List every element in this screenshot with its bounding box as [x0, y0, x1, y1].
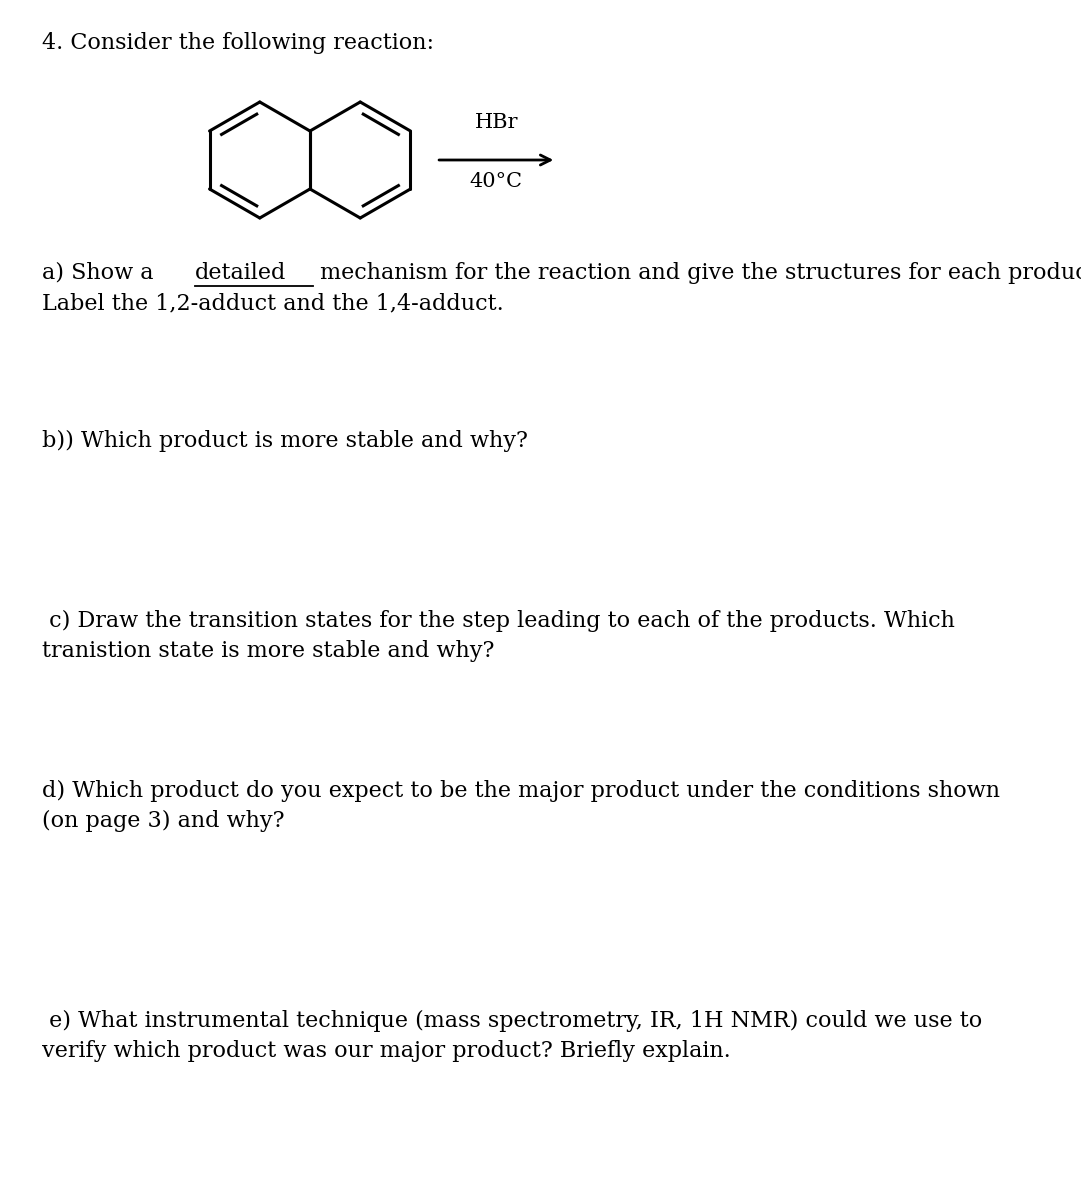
Text: a) Show a: a) Show a — [42, 262, 161, 284]
Text: Label the 1,2-adduct and the 1,4-adduct.: Label the 1,2-adduct and the 1,4-adduct. — [42, 292, 504, 314]
Text: d) Which product do you expect to be the major product under the conditions show: d) Which product do you expect to be the… — [42, 780, 1000, 802]
Text: 40°C: 40°C — [470, 172, 523, 191]
Text: detailed: detailed — [195, 262, 286, 284]
Text: tranistion state is more stable and why?: tranistion state is more stable and why? — [42, 640, 494, 662]
Text: c) Draw the transition states for the step leading to each of the products. Whic: c) Draw the transition states for the st… — [42, 610, 955, 632]
Text: e) What instrumental technique (mass spectrometry, IR, 1H NMR) could we use to: e) What instrumental technique (mass spe… — [42, 1010, 983, 1032]
Text: mechanism for the reaction and give the structures for each product.: mechanism for the reaction and give the … — [313, 262, 1081, 284]
Text: verify which product was our major product? Briefly explain.: verify which product was our major produ… — [42, 1040, 731, 1062]
Text: 4. Consider the following reaction:: 4. Consider the following reaction: — [42, 32, 433, 54]
Text: b)) Which product is more stable and why?: b)) Which product is more stable and why… — [42, 430, 528, 452]
Text: (on page 3) and why?: (on page 3) and why? — [42, 810, 284, 832]
Text: HBr: HBr — [475, 113, 518, 132]
